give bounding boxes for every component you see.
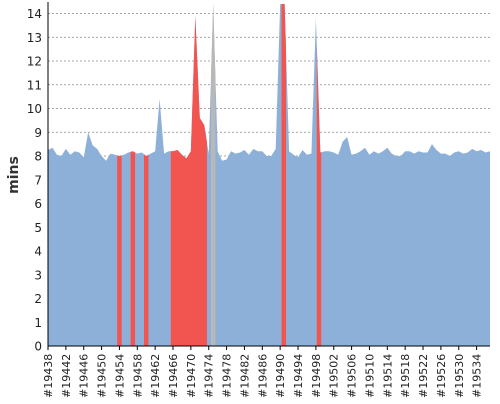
x-tick-label: #19470 bbox=[185, 354, 198, 398]
y-tick-label: 10 bbox=[27, 102, 42, 116]
x-tick-label: #19446 bbox=[78, 354, 91, 398]
x-tick-label: #19506 bbox=[346, 354, 359, 398]
x-tick-label: #19534 bbox=[471, 354, 484, 398]
x-tick-label: #19498 bbox=[310, 354, 323, 398]
x-tick-label: #19462 bbox=[149, 354, 162, 398]
y-tick-label: 1 bbox=[34, 316, 42, 330]
x-tick-label: #19522 bbox=[417, 354, 430, 398]
y-tick-label: 3 bbox=[34, 268, 42, 282]
failed-build-band bbox=[316, 45, 322, 347]
y-tick-label: 7 bbox=[34, 173, 42, 187]
x-tick-label: #19518 bbox=[399, 354, 412, 398]
x-tick-label: #19502 bbox=[328, 354, 341, 398]
x-tick-label: #19514 bbox=[381, 354, 394, 398]
y-tick-label: 2 bbox=[34, 292, 42, 306]
x-tick-label: #19526 bbox=[435, 354, 448, 398]
y-tick-label: 12 bbox=[27, 55, 42, 69]
status-bands bbox=[117, 4, 322, 347]
y-tick-label: 14 bbox=[27, 7, 42, 21]
data-area bbox=[48, 4, 490, 346]
x-tick-label: #19438 bbox=[42, 354, 55, 398]
x-tick-label: #19482 bbox=[238, 354, 251, 398]
y-tick-label: 8 bbox=[34, 150, 42, 164]
y-tick-label: 0 bbox=[34, 340, 42, 354]
x-tick-labels: #19438 #19442 #19446 #19450 #19454 #19458 #194… bbox=[42, 354, 484, 398]
x-tick-label: #19530 bbox=[453, 354, 466, 398]
x-tick-label: #19490 bbox=[274, 354, 287, 398]
failed-build-band bbox=[281, 4, 286, 346]
axes bbox=[47, 2, 490, 350]
x-tick-label: #19442 bbox=[60, 354, 73, 398]
y-tick-label: 4 bbox=[34, 245, 42, 259]
x-tick-label: #19474 bbox=[203, 354, 216, 398]
duration-area bbox=[48, 4, 490, 346]
y-tick-label: 5 bbox=[34, 221, 42, 235]
failed-build-band bbox=[143, 154, 149, 346]
failed-build-band bbox=[130, 151, 136, 346]
x-tick-label: #19454 bbox=[113, 354, 126, 398]
x-tick-label: #19486 bbox=[256, 354, 269, 398]
x-tick-label: #19478 bbox=[221, 354, 234, 398]
y-tick-label: 6 bbox=[34, 197, 42, 211]
x-tick-label: #19466 bbox=[167, 354, 180, 398]
x-tick-label: #19510 bbox=[363, 354, 376, 398]
y-tick-label: 13 bbox=[27, 31, 42, 45]
aborted-build-band bbox=[210, 4, 216, 346]
y-axis-label: mins bbox=[6, 156, 22, 194]
y-tick-label: 11 bbox=[27, 78, 42, 92]
x-tick-label: #19458 bbox=[131, 354, 144, 398]
failed-build-band bbox=[170, 15, 207, 346]
x-tick-label: #19450 bbox=[96, 354, 109, 398]
x-tick-label: #19494 bbox=[292, 354, 305, 398]
failed-build-band bbox=[117, 155, 122, 346]
y-tick-label: 9 bbox=[34, 126, 42, 140]
